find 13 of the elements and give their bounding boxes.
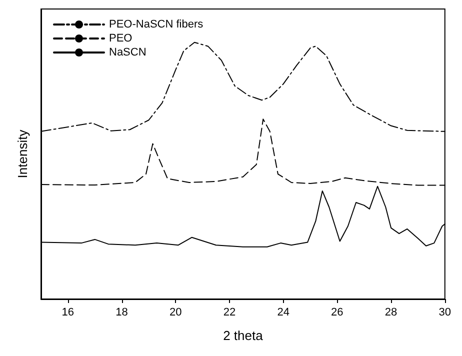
x-tick-label: 20: [170, 306, 182, 318]
x-tick-label: 30: [438, 306, 452, 318]
legend-label: PEO-NaSCN fibers: [109, 18, 204, 30]
x-tick-label: 18: [116, 306, 128, 318]
x-tick-label: 28: [384, 306, 398, 318]
x-tick-label: 24: [277, 306, 290, 318]
x-tick-label: 22: [223, 306, 236, 318]
x-tick-label: 26: [331, 306, 344, 318]
x-tick-label: 16: [62, 306, 74, 318]
legend-label: PEO: [109, 32, 133, 44]
legend-label: NaSCN: [109, 46, 146, 58]
y-axis-title: Intensity: [15, 129, 30, 178]
x-axis-title: 2 theta: [223, 328, 264, 343]
